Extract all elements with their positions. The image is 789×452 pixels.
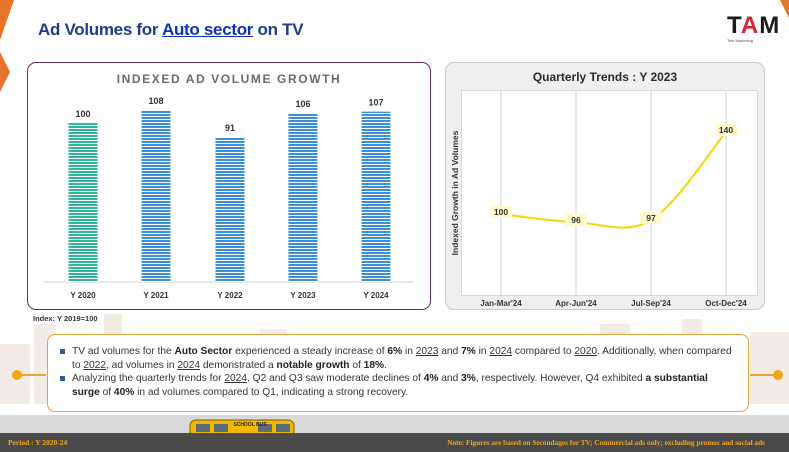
title-prefix: Ad Volumes for — [38, 20, 162, 39]
point-value-label: 140 — [719, 125, 733, 135]
period-label: Period : Y 2020-24 — [8, 438, 68, 447]
bar-category-label: Y 2021 — [143, 291, 169, 300]
point-value-label: 96 — [571, 215, 581, 225]
summary-bullet-annual: TV ad volumes for the Auto Sector experi… — [60, 345, 734, 372]
bar-y-2023 — [288, 113, 318, 282]
bar-chart-panel: INDEXED AD VOLUME GROWTH 100 Y 2020 108 Y 2… — [27, 62, 431, 310]
connector-line-left — [16, 374, 46, 376]
summary-box: TV ad volumes for the Auto Sector experi… — [47, 334, 749, 412]
bus-label: SCHOOL BUS — [233, 422, 267, 428]
point-label-box — [715, 124, 737, 136]
index-note: Index: Y 2019=100 — [33, 314, 98, 323]
bar-category-label: Y 2023 — [290, 291, 316, 300]
bar-y-2022 — [215, 137, 245, 282]
bar-chart: 100 Y 2020 108 Y 2021 91 Y 2022 106 Y 2023 107 Y … — [44, 96, 414, 300]
footnote: Note: Figures are based on Secondages fo… — [447, 438, 765, 447]
line-series — [500, 131, 727, 229]
bar-y-2020 — [68, 122, 98, 282]
line-chart-y-axis-label: Indexed Growth in Ad Volumes — [450, 130, 460, 255]
line-category-label: Oct-Dec'24 — [705, 299, 747, 308]
bar-category-label: Y 2020 — [70, 291, 96, 300]
bar-category-label: Y 2024 — [363, 291, 389, 300]
bar-y-2021 — [141, 110, 171, 282]
summary-bullet-quarterly: Analyzing the quarterly trends for 2024,… — [60, 372, 734, 399]
bar-value-label: 106 — [295, 99, 310, 109]
point-value-label: 97 — [646, 213, 656, 223]
line-chart-title: Quarterly Trends : Y 2023 — [532, 70, 678, 84]
line-chart-panel: Quarterly Trends : Y 2023 100 96 97 140 Jan-… — [445, 62, 765, 310]
point-value-label: 100 — [494, 207, 508, 217]
point-label-box — [490, 206, 512, 218]
title-highlight: Auto sector — [161, 20, 254, 39]
line-category-label: Apr-Jun'24 — [555, 299, 597, 308]
logo-letter-t: T — [727, 12, 741, 39]
side-decoration-left — [0, 52, 10, 92]
connector-dot-right — [773, 370, 783, 380]
tam-logo: TAM Tele Marketing — [727, 12, 779, 52]
point-label-box — [565, 214, 587, 227]
logo-letter-a: A — [740, 12, 760, 39]
bar-value-label: 100 — [75, 109, 90, 119]
bar-y-2024 — [361, 111, 391, 282]
bar-chart-title: INDEXED AD VOLUME GROWTH — [116, 72, 342, 86]
bar-category-label: Y 2022 — [217, 291, 243, 300]
footer-bar: Period : Y 2020-24 Note: Figures are bas… — [0, 433, 789, 452]
corner-decoration-top-left — [0, 0, 14, 40]
bar-value-label: 108 — [148, 96, 163, 106]
point-label-box — [640, 212, 662, 225]
road-illustration — [0, 415, 789, 433]
corner-decoration-top-right — [780, 0, 789, 18]
title-suffix: on TV — [253, 20, 304, 39]
line-category-label: Jan-Mar'24 — [480, 299, 522, 308]
page-title: Ad Volumes for Auto sector on TV — [38, 20, 304, 40]
logo-tagline: Tele Marketing — [727, 38, 754, 43]
logo-letter-m: M — [759, 12, 781, 39]
line-category-label: Jul-Sep'24 — [631, 299, 671, 308]
bar-value-label: 107 — [368, 98, 383, 108]
bar-value-label: 91 — [225, 123, 235, 133]
line-chart: 100 96 97 140 Jan-Mar'24 Apr-Jun'24 Jul-Sep'24… — [450, 91, 747, 308]
connector-line-right — [750, 374, 780, 376]
line-chart-plot-area — [461, 90, 758, 296]
connector-dot-left — [12, 370, 22, 380]
